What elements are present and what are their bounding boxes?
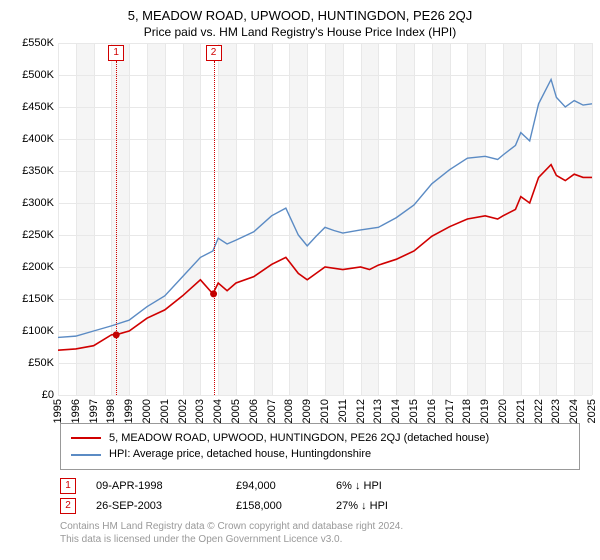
x-axis-tick: 2002 [177, 399, 189, 423]
legend-item: 5, MEADOW ROAD, UPWOOD, HUNTINGDON, PE26… [71, 430, 569, 447]
sale-marker: 2 [206, 45, 222, 61]
x-axis-tick: 2012 [355, 399, 367, 423]
footer-attribution: Contains HM Land Registry data © Crown c… [60, 520, 580, 546]
sale-row: 2 26-SEP-2003£158,00027% ↓ HPI [60, 498, 580, 514]
x-axis-tick: 2000 [141, 399, 153, 423]
sale-badge: 1 [60, 478, 76, 494]
sale-price: £158,000 [236, 500, 336, 512]
chart-title: 5, MEADOW ROAD, UPWOOD, HUNTINGDON, PE26… [8, 8, 592, 25]
x-axis-tick: 2016 [426, 399, 438, 423]
y-axis-tick: £500K [22, 69, 54, 81]
x-axis-tick: 2004 [212, 399, 224, 423]
chart-subtitle: Price paid vs. HM Land Registry's House … [8, 25, 592, 39]
x-axis-tick: 2014 [390, 399, 402, 423]
y-axis-tick: £300K [22, 197, 54, 209]
y-axis-tick: £450K [22, 101, 54, 113]
x-axis-tick: 2003 [194, 399, 206, 423]
y-axis-tick: £150K [22, 293, 54, 305]
x-axis-tick: 2001 [159, 399, 171, 423]
chart-plot-area: 1995199619971998199920002001200220032004… [58, 43, 584, 395]
legend-swatch [71, 454, 101, 456]
x-axis-tick: 2015 [408, 399, 420, 423]
x-axis-tick: 2020 [497, 399, 509, 423]
sale-badge: 2 [60, 498, 76, 514]
legend-label: 5, MEADOW ROAD, UPWOOD, HUNTINGDON, PE26… [109, 430, 489, 447]
x-axis-tick: 2023 [550, 399, 562, 423]
footer-line-2: This data is licensed under the Open Gov… [60, 533, 580, 546]
sales-table: 1 09-APR-1998£94,0006% ↓ HPI 2 26-SEP-2003£… [60, 478, 580, 514]
y-axis-tick: £50K [28, 357, 54, 369]
series-line [58, 164, 592, 350]
x-axis-tick: 2024 [568, 399, 580, 423]
y-axis-tick: £0 [42, 389, 54, 401]
series-line [58, 79, 592, 337]
x-axis-tick: 2005 [230, 399, 242, 423]
x-axis-tick: 1997 [88, 399, 100, 423]
legend-swatch [71, 437, 101, 439]
sale-date: 26-SEP-2003 [96, 500, 236, 512]
y-axis-tick: £350K [22, 165, 54, 177]
sale-diff: 27% ↓ HPI [336, 500, 456, 512]
y-axis-tick: £400K [22, 133, 54, 145]
x-axis-tick: 2011 [337, 399, 349, 423]
y-axis-tick: £100K [22, 325, 54, 337]
x-axis-tick: 2018 [461, 399, 473, 423]
footer-line-1: Contains HM Land Registry data © Crown c… [60, 520, 580, 533]
x-axis-tick: 2025 [586, 399, 598, 423]
sale-diff: 6% ↓ HPI [336, 480, 456, 492]
legend-label: HPI: Average price, detached house, Hunt… [109, 446, 371, 463]
x-axis-tick: 1998 [105, 399, 117, 423]
sale-marker: 1 [108, 45, 124, 61]
x-axis-tick: 2008 [283, 399, 295, 423]
x-axis-tick: 2013 [372, 399, 384, 423]
y-axis-tick: £200K [22, 261, 54, 273]
legend-item: HPI: Average price, detached house, Hunt… [71, 446, 569, 463]
x-axis-tick: 2009 [301, 399, 313, 423]
sale-price: £94,000 [236, 480, 336, 492]
x-axis-tick: 1995 [52, 399, 64, 423]
x-axis-tick: 1996 [70, 399, 82, 423]
x-axis-tick: 2010 [319, 399, 331, 423]
x-axis-tick: 2019 [479, 399, 491, 423]
x-axis-tick: 1999 [123, 399, 135, 423]
legend: 5, MEADOW ROAD, UPWOOD, HUNTINGDON, PE26… [60, 423, 580, 470]
y-axis-tick: £550K [22, 37, 54, 49]
x-axis-tick: 2022 [533, 399, 545, 423]
x-axis-tick: 2006 [248, 399, 260, 423]
x-axis-tick: 2007 [266, 399, 278, 423]
x-axis-tick: 2017 [444, 399, 456, 423]
sale-row: 1 09-APR-1998£94,0006% ↓ HPI [60, 478, 580, 494]
y-axis-tick: £250K [22, 229, 54, 241]
sale-date: 09-APR-1998 [96, 480, 236, 492]
x-axis-tick: 2021 [515, 399, 527, 423]
